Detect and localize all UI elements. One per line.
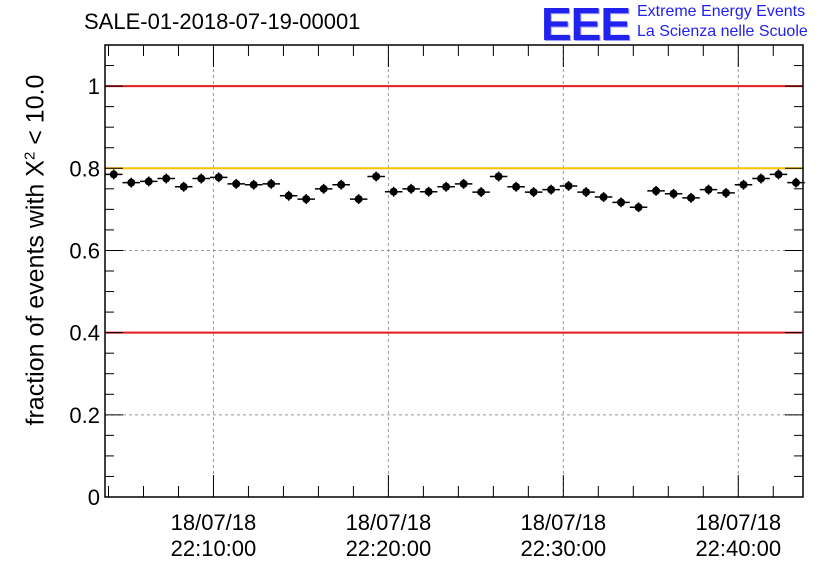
data-point-39 <box>792 178 801 187</box>
x-tick-date: 18/07/18 <box>695 510 782 535</box>
data-point-37 <box>757 174 766 183</box>
data-point-7 <box>232 179 241 188</box>
y-tick-label-1: 0.2 <box>69 403 100 428</box>
data-point-29 <box>617 198 626 207</box>
data-point-17 <box>407 184 416 193</box>
y-tick-label-0: 0 <box>88 485 100 510</box>
y-tick-label-4: 0.8 <box>69 156 100 181</box>
chart-title: SALE-01-2018-07-19-00001 <box>84 9 361 34</box>
data-point-36 <box>739 180 748 189</box>
data-point-12 <box>319 184 328 193</box>
data-point-22 <box>494 172 503 181</box>
x-tick-label-2: 18/07/18 22:30:00 <box>493 510 633 562</box>
data-point-8 <box>249 180 258 189</box>
data-point-31 <box>652 186 661 195</box>
data-point-30 <box>634 203 643 212</box>
data-point-21 <box>477 188 486 197</box>
data-point-15 <box>372 172 381 181</box>
data-point-35 <box>722 188 731 197</box>
x-tick-time: 22:30:00 <box>520 536 607 561</box>
data-point-27 <box>582 188 591 197</box>
logo-subtitle-1: Extreme Energy Events <box>637 3 806 20</box>
data-point-5 <box>197 174 206 183</box>
data-point-2 <box>144 177 153 186</box>
data-point-28 <box>599 193 608 202</box>
x-tick-label-1: 18/07/18 22:20:00 <box>318 510 458 562</box>
y-tick-label-5: 1 <box>88 74 100 99</box>
data-point-1 <box>127 178 136 187</box>
x-tick-time: 22:10:00 <box>170 536 257 561</box>
x-tick-time: 22:40:00 <box>695 536 782 561</box>
data-point-3 <box>162 174 171 183</box>
x-tick-date: 18/07/18 <box>345 510 432 535</box>
data-point-38 <box>774 170 783 179</box>
data-point-33 <box>687 193 696 202</box>
data-point-14 <box>354 195 363 204</box>
data-point-9 <box>267 179 276 188</box>
data-point-34 <box>704 185 713 194</box>
data-point-24 <box>529 188 538 197</box>
eee-logo: EEE <box>541 0 631 50</box>
data-point-11 <box>302 195 311 204</box>
logo-subtitle-2: La Scienza nelle Scuole <box>637 23 808 40</box>
data-point-13 <box>337 180 346 189</box>
data-point-16 <box>389 187 398 196</box>
data-point-6 <box>214 173 223 182</box>
plot-frame <box>104 44 804 498</box>
data-point-25 <box>547 185 556 194</box>
y-tick-label-2: 0.4 <box>69 321 100 346</box>
x-tick-label-3: 18/07/18 22:40:00 <box>668 510 808 562</box>
data-point-10 <box>284 191 293 200</box>
data-point-26 <box>564 181 573 190</box>
data-point-23 <box>512 182 521 191</box>
x-tick-label-0: 18/07/18 22:10:00 <box>143 510 283 562</box>
data-point-19 <box>442 182 451 191</box>
data-point-20 <box>459 179 468 188</box>
data-point-32 <box>669 189 678 198</box>
y-tick-label-3: 0.6 <box>69 238 100 263</box>
x-tick-time: 22:20:00 <box>345 536 432 561</box>
data-point-18 <box>424 187 433 196</box>
x-tick-date: 18/07/18 <box>520 510 607 535</box>
x-tick-date: 18/07/18 <box>170 510 257 535</box>
data-point-0 <box>109 170 118 179</box>
data-point-4 <box>179 182 188 191</box>
